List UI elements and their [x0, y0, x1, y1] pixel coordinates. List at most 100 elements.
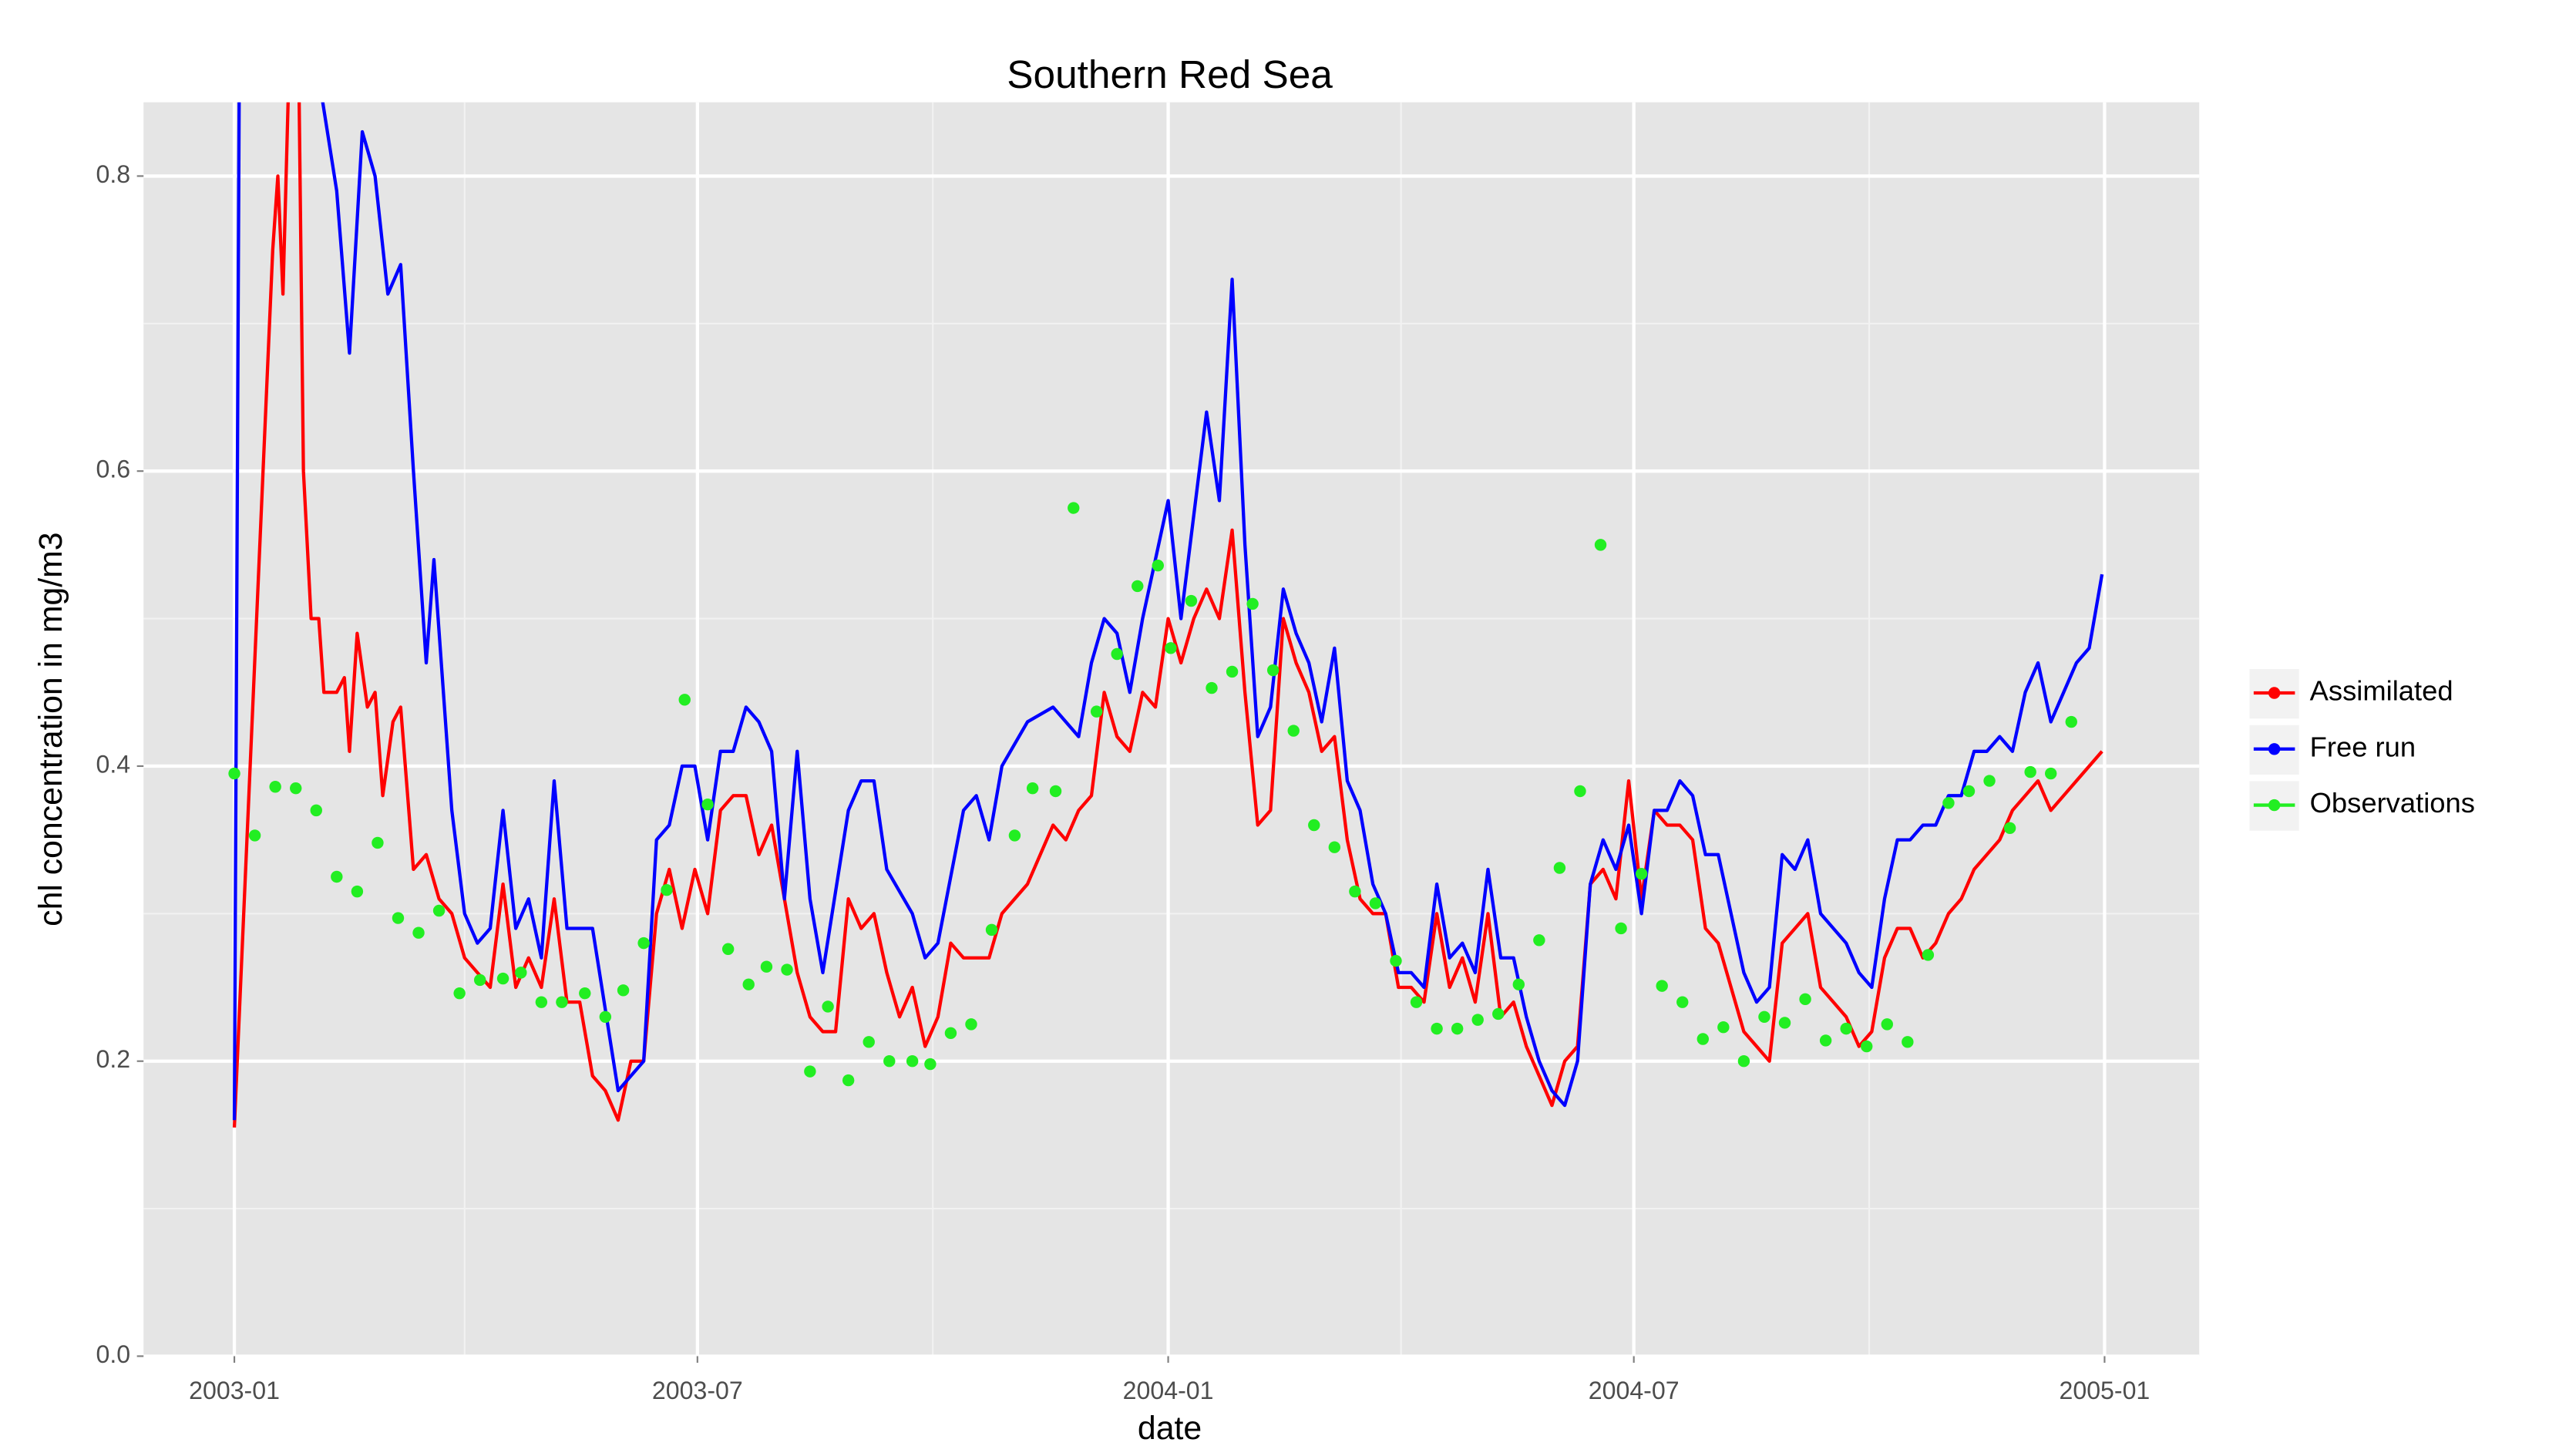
observation-point: [1553, 862, 1566, 874]
observation-point: [1090, 705, 1103, 718]
observation-point: [883, 1055, 896, 1068]
observation-point: [1111, 647, 1123, 661]
observation-point: [822, 1000, 834, 1013]
legend-key-point: [2268, 743, 2281, 755]
observation-point: [412, 926, 425, 939]
y-tick-label: 0.2: [96, 1045, 130, 1073]
observation-point: [453, 987, 466, 1000]
observation-point: [1902, 1036, 1914, 1048]
y-tick-label: 0.6: [96, 456, 130, 483]
observation-point: [432, 904, 446, 917]
observation-point: [1758, 1010, 1771, 1024]
observation-point: [392, 912, 405, 924]
observation-point: [1026, 782, 1039, 795]
observation-point: [579, 987, 591, 1000]
observation-point: [1861, 1040, 1873, 1053]
observation-point: [701, 799, 714, 811]
observation-point: [556, 996, 568, 1008]
observation-point: [1697, 1033, 1709, 1045]
observation-point: [1185, 594, 1198, 607]
observation-point: [1308, 819, 1320, 832]
observation-point: [985, 923, 998, 936]
observation-point: [1615, 922, 1627, 935]
observation-point: [1287, 725, 1300, 737]
legend-key-point: [2268, 687, 2281, 699]
observation-point: [248, 829, 261, 842]
observation-point: [1410, 996, 1423, 1008]
observation-point: [228, 767, 240, 780]
observation-point: [2024, 765, 2036, 778]
observation-point: [1962, 785, 1976, 798]
observation-point: [496, 972, 509, 985]
observation-point: [351, 885, 364, 898]
x-tick-label: 2005-01: [2060, 1377, 2151, 1404]
observation-point: [515, 967, 527, 979]
observation-point: [721, 943, 735, 955]
observation-point: [1068, 502, 1080, 514]
observation-point: [1152, 559, 1165, 572]
observation-point: [1574, 785, 1586, 798]
observation-point: [1132, 580, 1144, 593]
observation-point: [842, 1074, 855, 1087]
observation-point: [863, 1036, 875, 1048]
observation-point: [1512, 978, 1525, 990]
observation-point: [1206, 681, 1218, 694]
observation-point: [1431, 1022, 1443, 1035]
observation-point: [661, 884, 673, 896]
observation-point: [965, 1018, 977, 1031]
observation-point: [1840, 1022, 1852, 1035]
observation-point: [1049, 785, 1062, 798]
observation-point: [617, 984, 630, 997]
observation-point: [1533, 934, 1545, 947]
plot-area: [228, 102, 2104, 1128]
observation-point: [924, 1058, 937, 1071]
observation-point: [2045, 767, 2057, 780]
observation-point: [1881, 1018, 1893, 1031]
observation-point: [1328, 841, 1341, 853]
x-tick-label: 2003-07: [652, 1377, 743, 1404]
observation-point: [1226, 665, 1239, 678]
x-tick-label: 2004-01: [1123, 1377, 1214, 1404]
observation-point: [1819, 1034, 1832, 1047]
x-tick-label: 2003-01: [189, 1377, 280, 1404]
legend-label: Free run: [2310, 731, 2416, 762]
observation-point: [372, 836, 384, 849]
y-tick-label: 0.4: [96, 750, 130, 778]
observation-point: [637, 936, 650, 950]
observation-point: [678, 694, 691, 706]
observation-point: [1635, 867, 1648, 880]
observation-point: [1165, 642, 1177, 654]
observation-point: [1983, 775, 1996, 787]
legend-label: Assimilated: [2310, 675, 2453, 707]
observation-point: [535, 996, 548, 1008]
observation-point: [310, 804, 322, 817]
x-tick-label: 2004-07: [1589, 1377, 1680, 1404]
plot-panel: [143, 102, 2200, 1357]
observation-point: [1349, 885, 1361, 898]
y-tick-label: 0.0: [96, 1340, 130, 1368]
observation-point: [599, 1010, 612, 1024]
observation-point: [269, 781, 281, 793]
observation-point: [1492, 1007, 1505, 1021]
x-axis-title: date: [1138, 1410, 1202, 1447]
observation-point: [290, 782, 302, 795]
legend-label: Observations: [2310, 787, 2475, 819]
observation-point: [1471, 1014, 1484, 1026]
observation-point: [1717, 1021, 1730, 1034]
observation-point: [1778, 1017, 1791, 1029]
observation-point: [473, 973, 486, 987]
observation-point: [331, 870, 343, 883]
observation-point: [944, 1027, 957, 1040]
observation-point: [906, 1055, 919, 1068]
observation-point: [1656, 980, 1668, 992]
observation-point: [781, 963, 793, 976]
observation-point: [1922, 949, 1935, 961]
observation-point: [760, 960, 773, 973]
chart-title: Southern Red Sea: [1007, 52, 1333, 96]
observation-point: [2003, 822, 2016, 835]
observation-point: [1594, 539, 1607, 551]
observation-point: [1008, 829, 1021, 842]
observation-point: [1246, 597, 1259, 610]
